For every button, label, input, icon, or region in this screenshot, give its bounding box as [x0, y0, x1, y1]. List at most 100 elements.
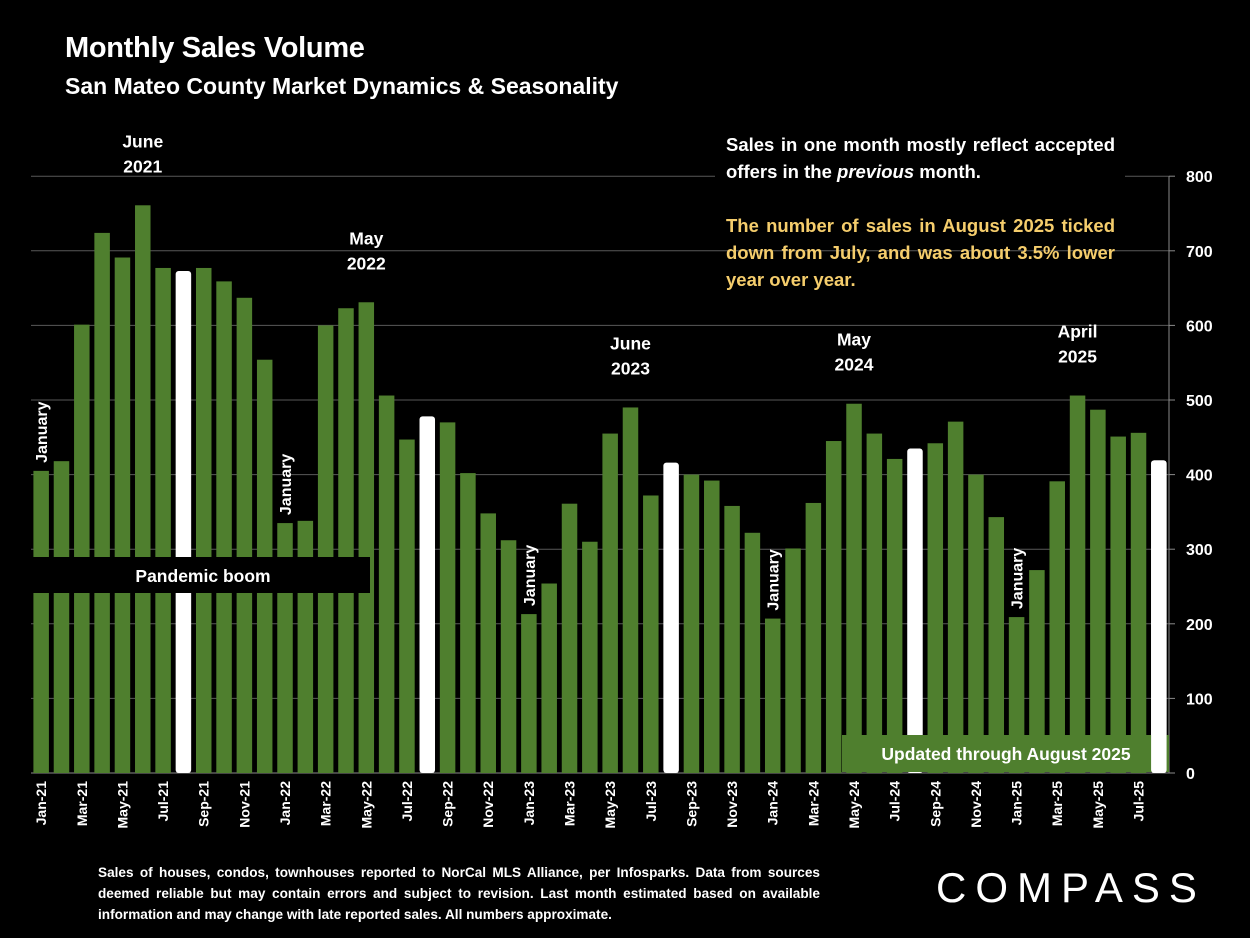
- bar-dec-22: [500, 540, 517, 773]
- bar-mar-21: [74, 324, 90, 773]
- x-tick-label: Jul-22: [399, 781, 415, 822]
- reflect-note-text-2: month.: [914, 161, 981, 182]
- january-label: January: [34, 401, 51, 462]
- x-tick-label: Mar-21: [74, 781, 90, 826]
- bar-may-23: [602, 433, 618, 773]
- bar-dec-24: [988, 517, 1005, 773]
- bar-jun-24: [866, 433, 883, 773]
- bar-mar-23: [561, 503, 578, 773]
- bar-mar-25: [1049, 481, 1065, 773]
- summary-note: The number of sales in August 2025 ticke…: [726, 215, 1115, 290]
- peak-label-line: May: [349, 228, 383, 248]
- y-tick-label: 100: [1186, 691, 1213, 708]
- bar-apr-23: [582, 541, 598, 773]
- peak-label-line: June: [610, 333, 651, 353]
- bar-jun-23: [622, 407, 639, 773]
- january-label: January: [766, 549, 783, 610]
- y-tick-label: 0: [1186, 766, 1195, 783]
- bar-nov-23: [724, 505, 740, 773]
- source-footnote: Sales of houses, condos, townhouses repo…: [98, 865, 820, 922]
- bar-jan-21: [33, 470, 49, 773]
- bar-mar-22: [317, 325, 334, 773]
- bar-may-25: [1090, 409, 1106, 773]
- bar-aug-25-front: [1151, 460, 1167, 773]
- updated-label: Updated through August 2025: [881, 744, 1130, 764]
- bar-oct-22: [460, 473, 476, 773]
- compass-logo: COMPASS: [936, 864, 1206, 911]
- bar-may-22: [358, 302, 375, 773]
- bar-apr-25: [1069, 395, 1086, 773]
- x-tick-label: Jan-24: [765, 781, 781, 826]
- bar-jun-22: [378, 395, 395, 773]
- january-label: January: [1010, 548, 1027, 609]
- note-background: [715, 128, 1125, 180]
- january-label: January: [278, 454, 295, 515]
- y-tick-label: 200: [1186, 617, 1213, 634]
- x-tick-label: Jan-25: [1009, 781, 1025, 826]
- updated-label-box: [842, 735, 1169, 772]
- peak-label-line: June: [122, 131, 163, 151]
- bar-apr-21: [94, 232, 110, 773]
- peak-label-line: 2025: [1058, 347, 1097, 367]
- bar-nov-21: [236, 297, 253, 773]
- bar-feb-21: [53, 461, 70, 773]
- peak-label-line: 2021: [123, 156, 162, 176]
- bar-jan-25: [1008, 617, 1025, 773]
- peak-label-line: 2022: [347, 253, 386, 273]
- x-tick-label: Mar-25: [1049, 781, 1065, 826]
- bar-jul-25: [1130, 432, 1147, 773]
- pandemic-label: Pandemic boom: [135, 566, 270, 586]
- x-tick-label: Sep-23: [683, 781, 699, 827]
- bar-aug-22: [419, 416, 436, 773]
- page-subtitle: San Mateo County Market Dynamics & Seaso…: [65, 73, 619, 99]
- bar-aug-21: [175, 270, 192, 773]
- peak-label-line: April: [1058, 322, 1098, 342]
- bar-jul-24: [886, 458, 903, 773]
- y-tick-label: 300: [1186, 542, 1213, 559]
- bar-may-24: [846, 403, 862, 773]
- bar-oct-21: [216, 281, 232, 773]
- x-tick-label: Sep-21: [196, 781, 212, 827]
- bar-jan-24: [764, 618, 781, 773]
- x-tick-label: Nov-23: [724, 781, 740, 828]
- y-tick-label: 500: [1186, 393, 1213, 410]
- bar-feb-25: [1029, 570, 1045, 773]
- x-tick-label: Mar-23: [562, 781, 578, 826]
- x-tick-label: Jul-25: [1131, 781, 1147, 822]
- x-tick-label: Mar-22: [318, 781, 334, 826]
- page-title: Monthly Sales Volume: [65, 32, 365, 64]
- x-tick-label: Jul-23: [643, 781, 659, 822]
- bar-jun-25: [1110, 436, 1126, 773]
- x-tick-label: Jul-24: [887, 781, 903, 822]
- y-tick-label: 700: [1186, 244, 1213, 261]
- x-tick-label: May-21: [114, 781, 130, 829]
- bar-oct-23: [704, 480, 720, 773]
- bar-nov-22: [480, 513, 496, 773]
- x-tick-label: Jan-22: [277, 781, 293, 826]
- bar-apr-22: [338, 308, 354, 773]
- x-tick-label: Jul-21: [155, 781, 171, 822]
- bar-nov-24: [968, 474, 984, 773]
- bar-jul-23: [643, 495, 659, 773]
- x-tick-label: Sep-24: [927, 781, 943, 827]
- bar-aug-23: [663, 462, 679, 773]
- x-tick-label: Nov-21: [236, 781, 252, 828]
- reflect-note-italic: previous: [837, 161, 915, 182]
- reflect-note-text-1: Sales in one month mostly reflect accept…: [726, 134, 1115, 182]
- peak-label-line: 2024: [835, 355, 874, 375]
- reflect-note: Sales in one month mostly reflect accept…: [726, 131, 1115, 185]
- peak-label-line: May: [837, 330, 871, 350]
- bar-feb-23: [541, 583, 557, 773]
- x-tick-label: Sep-22: [440, 781, 456, 827]
- y-tick-label: 400: [1186, 468, 1213, 485]
- x-tick-label: May-25: [1090, 781, 1106, 829]
- x-tick-label: May-24: [846, 781, 862, 829]
- bar-mar-24: [805, 502, 822, 773]
- bar-sep-22: [439, 422, 456, 773]
- bar-apr-24: [825, 441, 842, 773]
- bar-oct-24: [947, 421, 964, 773]
- bar-sep-23: [683, 474, 700, 773]
- bar-feb-24: [785, 548, 801, 773]
- x-tick-label: Jan-23: [521, 781, 537, 826]
